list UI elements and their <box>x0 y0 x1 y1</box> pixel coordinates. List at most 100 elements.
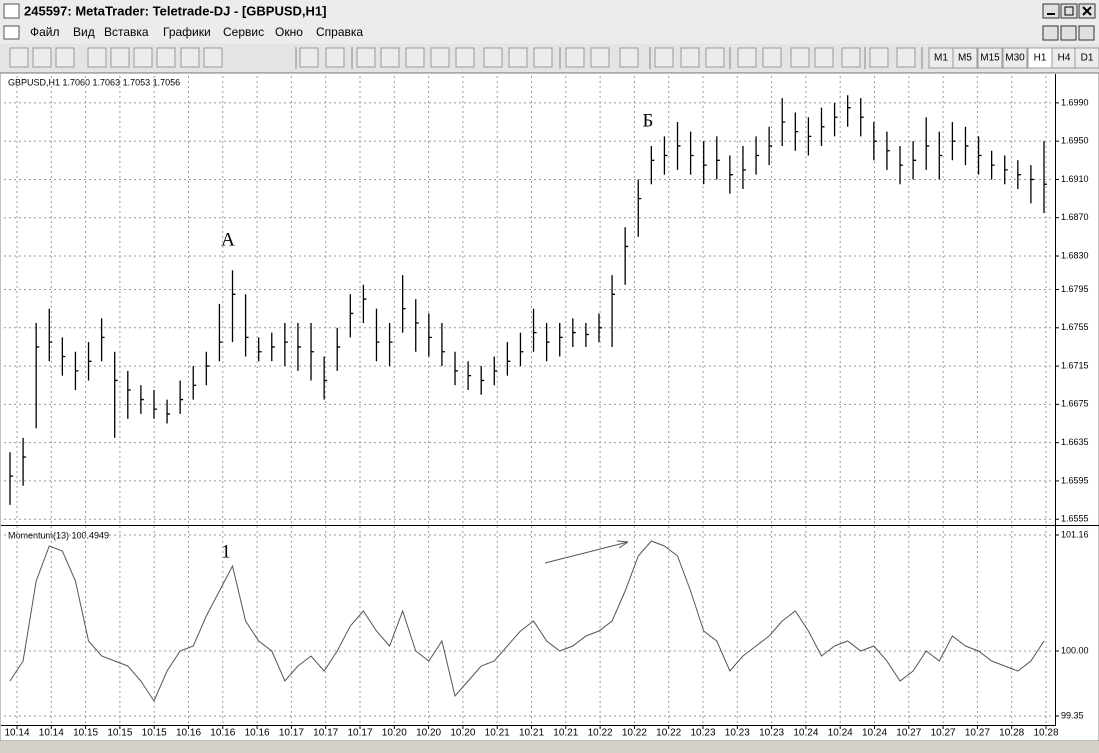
timeframe-buttons: M1 M5 M15 M30 H1 H4 D1 <box>928 47 1099 69</box>
tool-button[interactable] <box>705 47 725 68</box>
price-bar <box>938 131 943 180</box>
y-tick-label: 1.6910 <box>1061 174 1089 184</box>
price-bar <box>755 136 760 175</box>
tool-button[interactable] <box>737 47 757 68</box>
tool-button[interactable] <box>841 47 861 68</box>
tool-button[interactable] <box>508 47 528 68</box>
menu-bar <box>0 22 1099 44</box>
tool-button[interactable] <box>790 47 810 68</box>
doc-close[interactable] <box>1078 25 1095 41</box>
tool-button[interactable] <box>762 47 782 68</box>
price-bar <box>873 122 877 161</box>
price-bar <box>114 351 118 438</box>
timeframe-label[interactable]: M1 <box>934 53 948 64</box>
mdi-buttons <box>1042 25 1095 41</box>
x-tick-label: 10.23 <box>690 728 715 739</box>
price-bar <box>1004 155 1008 185</box>
price-bar <box>860 98 864 137</box>
timeframe-label[interactable]: D1 <box>1081 53 1094 64</box>
x-tick-label: 10.16 <box>176 728 201 739</box>
menu-item[interactable]: Файл <box>30 25 60 39</box>
price-bar <box>61 337 66 376</box>
tool-button[interactable] <box>590 47 610 68</box>
price-bar <box>532 308 537 352</box>
price-bar <box>742 145 746 190</box>
tool-button[interactable] <box>203 47 223 68</box>
price-bar <box>951 122 956 161</box>
timeframe-button[interactable] <box>1002 47 1028 69</box>
price-bar <box>284 323 288 367</box>
tool-button[interactable] <box>110 47 130 68</box>
chart-window <box>0 72 1099 742</box>
tool-button[interactable] <box>9 47 29 68</box>
tool-button[interactable] <box>180 47 200 68</box>
maximize-button[interactable] <box>1060 3 1078 19</box>
menu-item[interactable]: Окно <box>275 25 303 39</box>
price-bar <box>100 318 105 362</box>
timeframe-label[interactable]: H1 <box>1034 53 1047 64</box>
price-bar <box>140 385 144 414</box>
tool-button[interactable] <box>533 47 553 68</box>
x-tick-label: 10.23 <box>759 728 784 739</box>
menu-item[interactable]: Графики <box>163 25 211 39</box>
tool-button[interactable] <box>869 47 889 68</box>
price-bar <box>598 313 602 343</box>
price-bar <box>964 126 969 166</box>
timeframe-label[interactable]: H4 <box>1058 53 1071 64</box>
price-bar <box>820 107 825 146</box>
doc-restore[interactable] <box>1060 25 1077 41</box>
doc-icon <box>3 25 20 40</box>
y-tick-label: 1.6635 <box>1061 437 1089 447</box>
menu-item[interactable]: Вставка <box>104 25 149 39</box>
tool-button[interactable] <box>299 47 319 68</box>
tool-button[interactable] <box>896 47 916 68</box>
x-tick-label: 10.27 <box>896 728 921 739</box>
price-bar <box>35 323 40 429</box>
y-tick-label: 1.6870 <box>1061 212 1089 222</box>
price-bar <box>375 308 380 362</box>
doc-minimize[interactable] <box>1042 25 1059 41</box>
tool-button[interactable] <box>156 47 176 68</box>
tool-button[interactable] <box>565 47 585 68</box>
tool-button[interactable] <box>680 47 700 68</box>
timeframe-label[interactable]: M15 <box>980 53 1000 64</box>
price-bar <box>1043 141 1047 213</box>
x-tick-label: 10.15 <box>73 728 98 739</box>
annotation: Б <box>643 110 654 131</box>
price-bar <box>166 399 171 424</box>
timeframe-button[interactable] <box>952 47 978 69</box>
y-tick-label: 1.6830 <box>1061 250 1089 260</box>
tool-button[interactable] <box>133 47 153 68</box>
tool-button[interactable] <box>55 47 75 68</box>
timeframe-label[interactable]: M5 <box>958 53 972 64</box>
x-tick-label: 10.16 <box>210 728 235 739</box>
x-tick-label: 10.24 <box>862 728 887 739</box>
tool-button[interactable] <box>814 47 834 68</box>
timeframe-label[interactable]: M30 <box>1005 53 1025 64</box>
timeframe-button[interactable] <box>977 47 1003 69</box>
menu-item[interactable]: Сервис <box>223 25 264 39</box>
price-panel-title: GBPUSD,H1 1.7060 1.7063 1.7053 1.7056 <box>8 77 180 87</box>
x-tick-label: 10.21 <box>519 728 544 739</box>
tool-button[interactable] <box>654 47 674 68</box>
price-bar <box>847 95 851 127</box>
price-bar <box>362 284 367 324</box>
timeframe-button[interactable] <box>1074 47 1099 69</box>
tool-button[interactable] <box>430 47 450 68</box>
tool-button[interactable] <box>405 47 425 68</box>
x-tick-label: 10.14 <box>4 728 29 739</box>
tool-button[interactable] <box>356 47 376 68</box>
tool-button[interactable] <box>619 47 639 68</box>
menu-item[interactable]: Справка <box>316 25 363 39</box>
tool-button[interactable] <box>380 47 400 68</box>
tool-button[interactable] <box>455 47 475 68</box>
menu-item[interactable]: Вид <box>73 25 95 39</box>
tool-button[interactable] <box>87 47 107 68</box>
minimize-button[interactable] <box>1042 3 1060 19</box>
tool-button[interactable] <box>325 47 345 68</box>
price-bar <box>572 318 576 347</box>
tool-button[interactable] <box>32 47 52 68</box>
price-bar <box>506 342 511 376</box>
tool-button[interactable] <box>483 47 503 68</box>
x-tick-label: 10.20 <box>416 728 441 739</box>
